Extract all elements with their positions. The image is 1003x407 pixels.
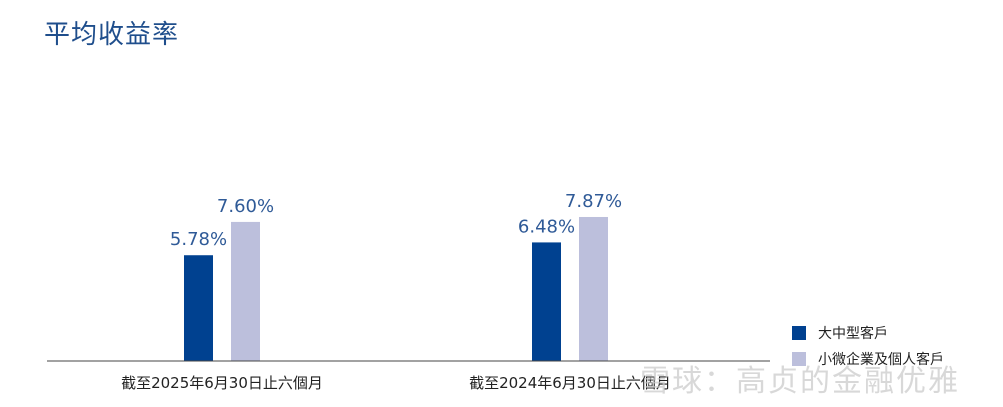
data-label-small-micro-0: 7.60%: [217, 196, 274, 217]
legend-item-large-medium: 大中型客戶: [792, 322, 944, 344]
legend: 大中型客戶 小微企業及個人客戶: [792, 322, 944, 374]
category-label-1: 截至2024年6月30日止六個月: [469, 374, 671, 392]
category-label-0: 截至2025年6月30日止六個月: [121, 374, 323, 392]
data-label-large-medium-1: 6.48%: [518, 216, 575, 237]
watermark: 雪球：高贞的金融优雅: [640, 364, 960, 399]
bar-small-micro-1: [579, 216, 608, 361]
data-label-small-micro-1: 7.87%: [565, 191, 622, 212]
data-label-large-medium-0: 5.78%: [170, 229, 227, 250]
legend-label-small-micro: 小微企業及個人客戶: [818, 352, 944, 368]
legend-swatch-large-medium: [792, 326, 806, 340]
legend-item-small-micro: 小微企業及個人客戶: [792, 348, 944, 370]
bar-small-micro-0: [231, 221, 260, 361]
bar-large-medium-1: [532, 242, 561, 361]
legend-swatch-small-micro: [792, 352, 806, 366]
chart-title: 平均收益率: [44, 20, 180, 50]
legend-label-large-medium: 大中型客戶: [818, 326, 888, 342]
bar-large-medium-0: [184, 255, 213, 361]
